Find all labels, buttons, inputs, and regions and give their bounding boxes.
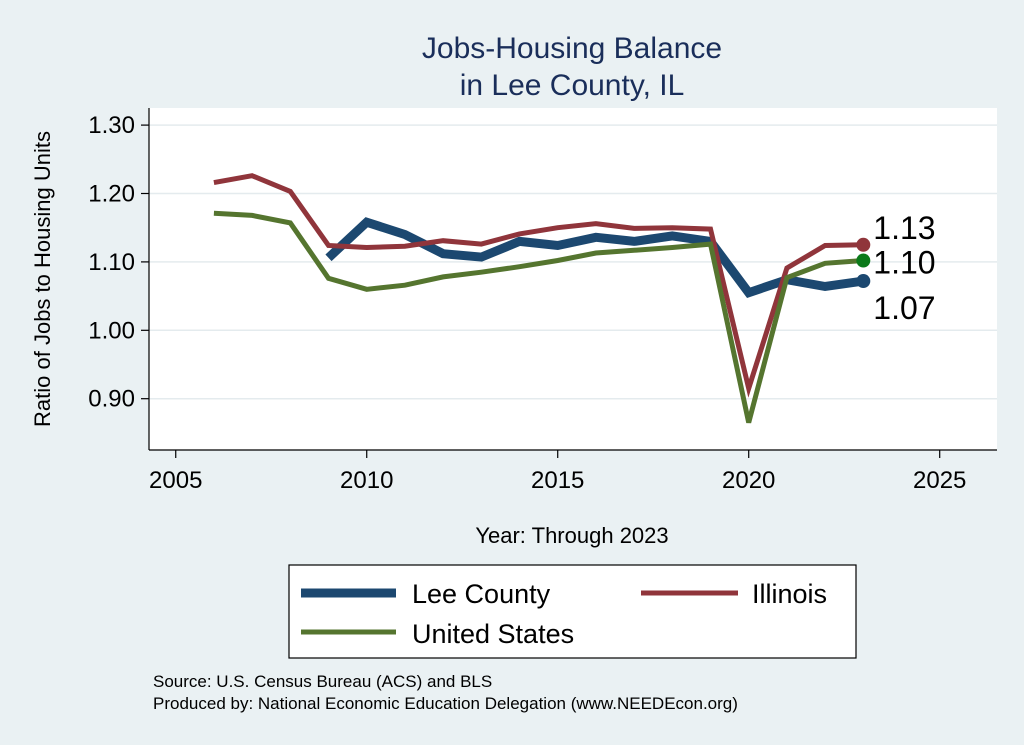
x-axis-ticks: 2005 2010 2015 2020 2025 xyxy=(149,450,966,494)
chart-title-line1: Jobs-Housing Balance xyxy=(422,32,722,65)
x-axis-label: Year: Through 2023 xyxy=(475,523,668,548)
y-tick-label-4: 1.30 xyxy=(88,112,135,139)
x-tick-label-3: 2020 xyxy=(722,467,775,494)
legend-label-lee-county: Lee County xyxy=(412,579,551,609)
series-line-lee xyxy=(325,217,864,299)
chart-title-line2: in Lee County, IL xyxy=(460,69,685,102)
y-tick-label-2: 1.10 xyxy=(88,249,135,276)
source-note: Source: U.S. Census Bureau (ACS) and BLS xyxy=(153,672,492,691)
legend-label-united-states: United States xyxy=(412,619,574,649)
series-line-il xyxy=(213,173,864,398)
legend-label-illinois: Illinois xyxy=(752,579,827,609)
produced-by-note: Produced by: National Economic Education… xyxy=(153,694,738,713)
x-tick-label-1: 2010 xyxy=(340,467,393,494)
legend: Lee County Illinois United States xyxy=(288,564,857,659)
y-tick-label-3: 1.20 xyxy=(88,181,135,208)
end-marker-il xyxy=(856,237,871,252)
x-tick-label-2: 2015 xyxy=(531,467,584,494)
legend-box xyxy=(288,564,857,659)
end-marker-lee xyxy=(856,274,871,289)
end-label-us: 1.10 xyxy=(873,245,935,281)
end-label-lee: 1.07 xyxy=(873,290,935,326)
y-axis-label: Ratio of Jobs to Housing Units xyxy=(30,131,55,427)
y-tick-label-1: 1.00 xyxy=(88,317,135,344)
end-label-il: 1.13 xyxy=(873,210,935,246)
series-line-us xyxy=(213,210,864,424)
x-tick-label-4: 2025 xyxy=(913,467,966,494)
y-axis-ticks: 0.90 1.00 1.10 1.20 1.30 xyxy=(88,112,149,413)
end-marker-us xyxy=(856,253,871,268)
y-tick-label-0: 0.90 xyxy=(88,386,135,413)
x-tick-label-0: 2005 xyxy=(149,467,202,494)
series-group: 1.07 1.131.10 xyxy=(213,173,936,424)
